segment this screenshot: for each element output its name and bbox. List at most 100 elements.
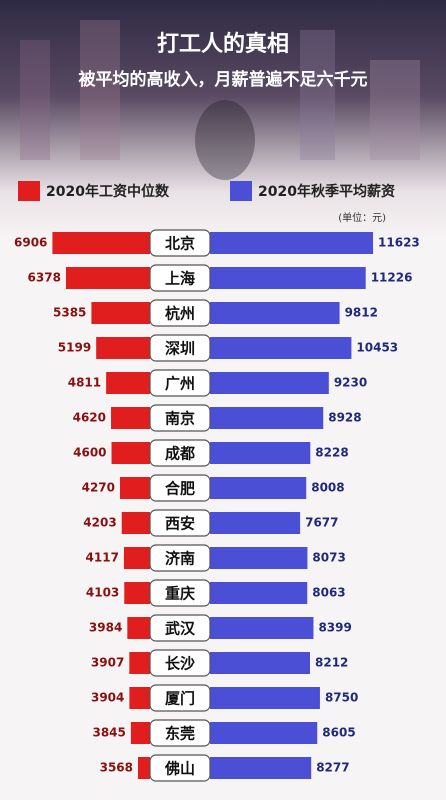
bar [111,407,150,429]
value-label: 10453 [356,341,398,355]
bar [210,547,308,569]
category-label: 厦门 [165,690,195,708]
value-label: 8605 [322,726,355,740]
legend-label: 2020年秋季平均薪资 [258,183,395,200]
category-label: 武汉 [165,620,196,638]
value-label: 4620 [73,411,106,425]
category-label: 合肥 [164,480,195,498]
value-label: 4203 [83,516,116,530]
category-box [149,264,211,292]
bar [138,757,150,779]
category-label: 杭州 [165,305,195,323]
category-box [149,544,211,572]
bar [111,442,150,464]
bar [123,547,150,569]
value-label: 8063 [312,586,345,600]
bar [210,442,311,464]
category-box [149,509,211,537]
value-label: 8750 [325,691,358,705]
category-label: 佛山 [164,760,195,778]
value-label: 8228 [315,446,348,460]
category-box [149,474,211,502]
value-label: 3845 [92,726,125,740]
value-label: 5199 [58,341,91,355]
bar [52,232,150,254]
category-label: 西安 [165,515,195,533]
category-label: 重庆 [165,585,195,603]
value-label: 8928 [328,411,361,425]
bar [96,337,150,359]
value-label: 8212 [315,656,348,670]
category-box [149,579,211,607]
category-box [149,404,211,432]
value-label: 4270 [82,481,115,495]
value-label: 6906 [14,236,47,250]
category-label: 成都 [165,445,195,463]
bar [210,617,314,639]
category-label: 东莞 [165,725,195,743]
category-box [149,299,211,327]
value-label: 3907 [91,656,124,670]
bar [210,372,329,394]
value-label: 3568 [100,761,133,775]
bar [210,407,324,429]
bar [106,372,150,394]
value-label: 9812 [345,306,378,320]
bar [127,617,150,639]
chart-title: 打工人的真相 [157,31,289,57]
bar [210,302,340,324]
category-label: 南京 [165,410,195,428]
value-label: 8073 [312,551,345,565]
bar [129,652,150,674]
city-backdrop [20,20,420,180]
bar [210,687,320,709]
bar [65,267,150,289]
value-label: 7677 [305,516,338,530]
value-label: 4811 [68,376,101,390]
bar [210,232,374,254]
value-label: 3984 [89,621,122,635]
value-label: 8008 [311,481,344,495]
bar [120,477,150,499]
category-box [149,719,211,747]
category-label: 济南 [165,550,195,568]
category-box [149,614,211,642]
category-box [149,754,211,782]
value-label: 8277 [316,761,349,775]
category-label: 长沙 [165,655,195,673]
value-label: 11226 [371,271,413,285]
category-label: 北京 [165,235,195,253]
bar [210,757,312,779]
value-label: 6378 [28,271,61,285]
unit-note: (单位：元) [338,211,386,224]
category-box [149,439,211,467]
value-label: 9230 [334,376,367,390]
bar [210,267,366,289]
legend-swatch [18,181,40,201]
legend-swatch [230,181,252,201]
bar [210,722,318,744]
value-label: 4117 [86,551,119,565]
bar [124,582,150,604]
value-label: 5385 [53,306,86,320]
category-box [149,649,211,677]
value-label: 4103 [86,586,119,600]
bar [210,337,352,359]
chart-subtitle: 被平均的高收入，月薪普遍不足六千元 [79,69,368,90]
bar [91,302,150,324]
bar [130,722,150,744]
value-label: 3904 [91,691,124,705]
category-label: 深圳 [165,340,195,358]
bar [210,582,308,604]
category-box [149,684,211,712]
value-label: 11623 [378,236,420,250]
category-box [149,369,211,397]
legend-label: 2020年工资中位数 [46,183,170,200]
category-box [149,229,211,257]
bar [210,512,301,534]
category-label: 上海 [165,270,195,288]
bar [129,687,150,709]
value-label: 8399 [318,621,351,635]
category-box [149,334,211,362]
